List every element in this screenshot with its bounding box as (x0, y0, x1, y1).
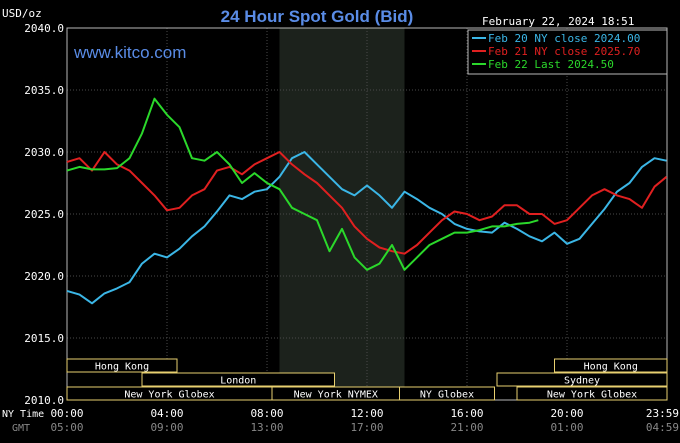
x-tick-label: 12:00 (350, 407, 383, 420)
x-tick-label: 23:59 (646, 407, 679, 420)
y-tick-label: 2035.0 (24, 84, 64, 97)
x-tick-label: 08:00 (250, 407, 283, 420)
x-tick-label: 00:00 (50, 407, 83, 420)
x-tick-label: 04:00 (150, 407, 183, 420)
gmt-tick-label: 01:00 (550, 421, 583, 434)
gmt-tick-label: 21:00 (450, 421, 483, 434)
y-tick-label: 2010.0 (24, 394, 64, 407)
gmt-tick-label: 17:00 (350, 421, 383, 434)
chart-title: 24 Hour Spot Gold (Bid) (221, 7, 414, 26)
session-bars: Hong Kong London New York Globex New York N… (66, 358, 668, 401)
session-label-sydney: Sydney (564, 376, 600, 387)
session-label-ny-globex: NY Globex (420, 390, 474, 401)
session-label-london: London (220, 376, 256, 387)
session-bar-ny-globex (399, 386, 495, 401)
legend-entry: Feb 22 Last 2024.50 (488, 58, 614, 71)
gmt-tick-label: 13:00 (250, 421, 283, 434)
nymex-session-shading (279, 28, 405, 400)
session-label-new-york-globex-left: New York Globex (124, 390, 214, 401)
legend-entry: Feb 20 NY close 2024.00 (488, 32, 640, 45)
session-label-new-york-nymex: New York NYMEX (294, 390, 378, 401)
series-line-feb-21 (66, 151, 668, 255)
gmt-tick-label: 05:00 (50, 421, 83, 434)
x-tick-label: 20:00 (550, 407, 583, 420)
gmt-tick-label: 09:00 (150, 421, 183, 434)
y-tick-label: 2020.0 (24, 270, 64, 283)
x-row-label: NY Time (2, 409, 44, 420)
session-bar-new-york-globex-right (516, 386, 668, 401)
series-line-feb-20 (66, 151, 667, 305)
gmt-row-label: GMT (12, 423, 30, 434)
y-unit-label: USD/oz (2, 7, 42, 20)
y-tick-label: 2015.0 (24, 332, 64, 345)
session-label-new-york-globex-right: New York Globex (547, 390, 637, 401)
session-bar-hong-kong-right (554, 358, 668, 373)
session-label-hong-kong-right: Hong Kong (584, 362, 638, 373)
gmt-tick-label: 04:59 (646, 421, 679, 434)
y-tick-label: 2025.0 (24, 208, 64, 221)
session-bar-hong-kong-left (66, 358, 178, 373)
session-bar-london (141, 372, 335, 387)
brand-watermark: www.kitco.com (73, 43, 186, 62)
session-bar-sydney (496, 372, 668, 387)
series-line-feb-22 (66, 97, 539, 271)
y-tick-label: 2030.0 (24, 146, 64, 159)
timestamp: February 22, 2024 18:51 (482, 15, 634, 28)
series-layer (66, 97, 668, 305)
x-tick-label: 16:00 (450, 407, 483, 420)
session-label-hong-kong-left: Hong Kong (95, 362, 149, 373)
y-axis-ticks: 2040.0 2035.0 2030.0 2025.0 2020.0 2015.0 2010… (24, 22, 64, 407)
y-tick-label: 2040.0 (24, 22, 64, 35)
legend-box (467, 29, 668, 75)
legend-entry: Feb 21 NY close 2025.70 (488, 45, 640, 58)
